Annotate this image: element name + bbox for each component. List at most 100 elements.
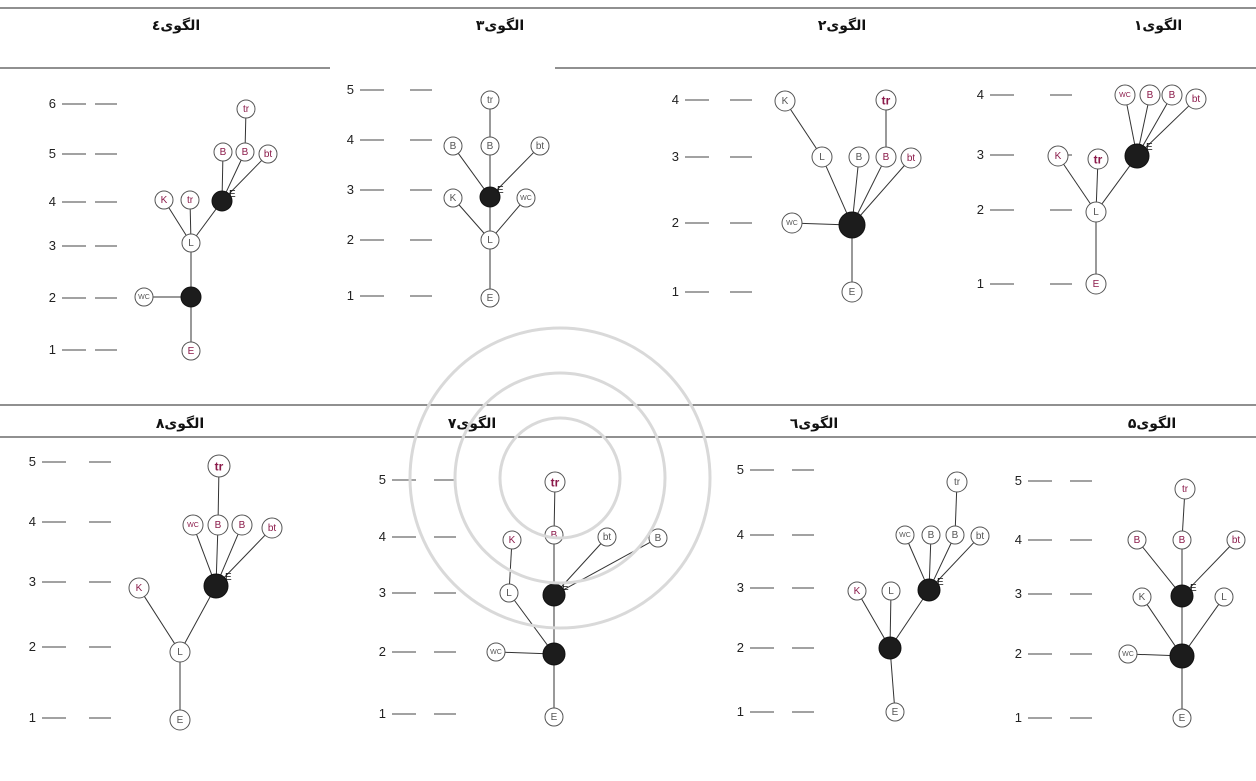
node-wc: WC [486,642,506,662]
node-b: B [1127,530,1147,550]
node-circle [443,136,463,156]
node-k: K [847,581,867,601]
node-circle [1214,587,1234,607]
node-l: L [1085,201,1107,223]
tree-edge [954,491,958,527]
hub-tag: E [229,189,236,200]
node-k: K [128,577,150,599]
node-label: B [928,530,935,541]
node-circle [881,581,901,601]
level-number: 3 [29,574,36,589]
node-circle [544,471,566,493]
node-label: B [242,147,249,158]
panel-title: الگوی٦ [790,415,838,432]
node-b: B [921,525,941,545]
node-circle [841,281,863,303]
node-circle [1127,530,1147,550]
level-number: 2 [347,232,354,247]
node-label: tr [954,477,961,488]
hub-dot [838,211,866,239]
hub-node: E [1124,142,1153,169]
tree-edge [908,543,926,581]
hub-tag: E [225,572,232,583]
node-circle [134,287,154,307]
node-l: L [881,581,901,601]
level-number: 1 [379,706,386,721]
level-marker: 3 [49,238,117,253]
node-circle [1139,84,1161,106]
node-circle [235,142,255,162]
level-number: 4 [977,87,984,102]
node-circle [207,514,229,536]
panel-title: الگوی۸ [156,415,204,432]
node-b: B [1161,84,1183,106]
level-marker: 1 [29,710,111,725]
level-marker: 1 [977,276,1072,291]
node-label: E [849,287,856,298]
level-marker: 3 [379,585,456,600]
node-circle [169,641,191,663]
tree-edge [1101,165,1131,205]
node-label: B [450,141,457,152]
node-label: bt [603,532,612,543]
level-number: 1 [29,710,36,725]
node-e: E [885,702,905,722]
node-label: tr [187,195,194,206]
hub-tag: E [562,582,569,593]
node-label: bt [264,149,273,160]
node-b: B [1172,530,1192,550]
node-tr: tr [236,99,256,119]
node-circle [1172,708,1192,728]
level-marker: 1 [737,704,814,719]
node-tr: tr [480,90,500,110]
node-circle [1087,148,1109,170]
tree-edge [895,598,924,640]
node-circle [848,146,870,168]
node-l: L [811,146,833,168]
node-l: L [181,233,201,253]
node-label: bt [536,141,545,152]
tree-edge [1142,103,1168,146]
hub-node [838,211,866,239]
tree-edge [228,160,263,195]
node-wc: WC [1118,644,1138,664]
level-marker: 3 [29,574,111,589]
tree-edge [857,165,882,214]
node-circle [443,188,463,208]
hub-tag: E [1146,142,1153,153]
level-marker: 2 [379,644,456,659]
node-bt: bt [258,144,278,164]
level-number: 5 [737,462,744,477]
level-marker: 5 [1015,473,1092,488]
node-label: tr [487,95,494,106]
node-circle [258,144,278,164]
tree-edge [223,534,266,578]
panel-title: الگوی۲ [818,17,866,34]
node-k: K [154,190,174,210]
node-label: WC [520,195,532,202]
node-bt: bt [530,136,550,156]
level-number: 5 [379,472,386,487]
level-marker: 1 [49,342,117,357]
tree-edge [861,598,885,639]
hub-node: E [211,189,236,212]
level-marker: 3 [737,580,814,595]
node-circle [502,530,522,550]
level-number: 5 [347,82,354,97]
node-circle [480,90,500,110]
node-label: bt [268,523,277,534]
node-circle [1132,587,1152,607]
level-number: 1 [49,342,56,357]
tree-edge [933,542,952,581]
node-b: B [235,142,255,162]
level-marker: 2 [347,232,432,247]
node-circle [1174,478,1196,500]
tree-edge [553,491,556,527]
node-circle [1226,530,1246,550]
node-circle [516,188,536,208]
level-marker: 4 [672,92,752,107]
node-b: B [648,528,668,548]
